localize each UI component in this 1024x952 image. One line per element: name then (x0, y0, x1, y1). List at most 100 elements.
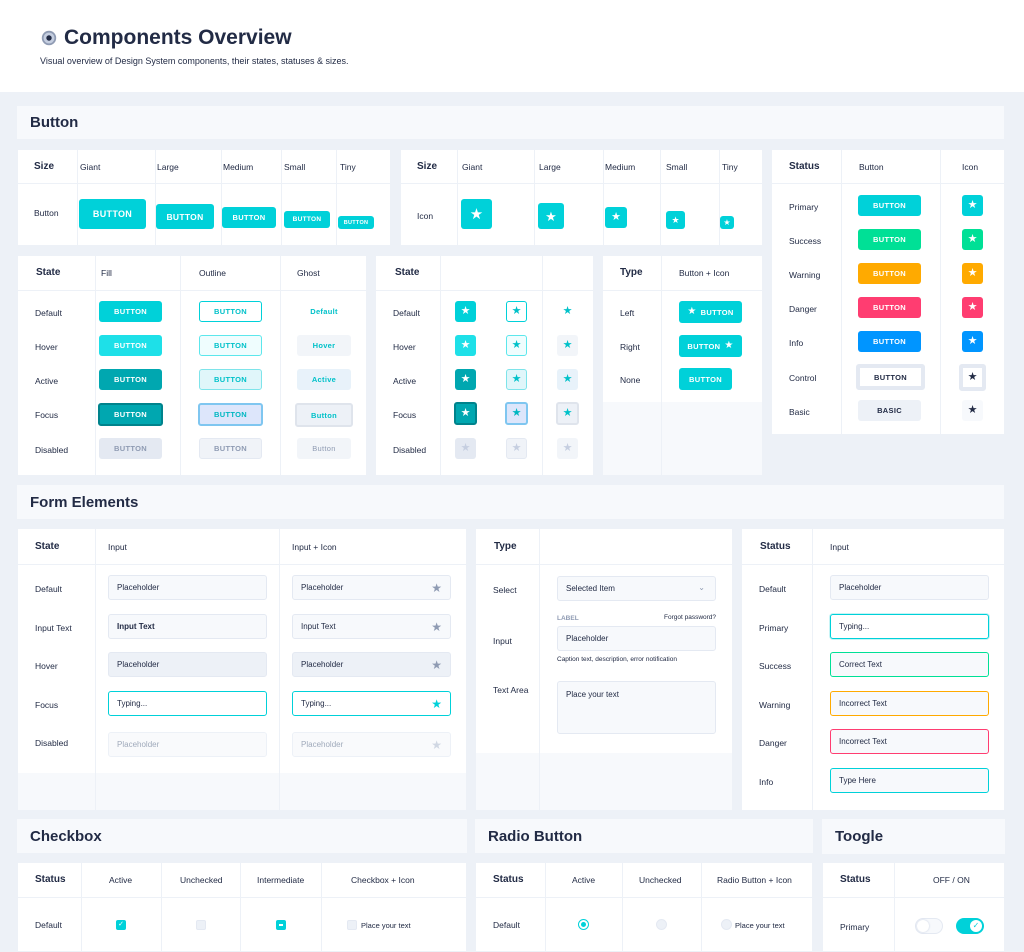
fill-disabled-button[interactable]: BUTTON (99, 438, 162, 459)
input-text[interactable]: Input Text (108, 614, 267, 639)
row-button: Button (34, 208, 59, 218)
icon-outline-hover[interactable]: ★ (506, 335, 527, 356)
select-dropdown[interactable]: Selected Item ⌄ (557, 576, 716, 601)
button-small[interactable]: BUTTON (284, 211, 330, 228)
info-button[interactable]: BUTTON (858, 331, 921, 352)
outline-active-button[interactable]: BUTTON (199, 369, 262, 390)
row-default: Default (35, 308, 62, 318)
input-icon-default[interactable]: Placeholder ★ (292, 575, 451, 600)
ghost-active-button[interactable]: Active (297, 369, 351, 390)
form-state-head: State (35, 541, 60, 552)
info-icon-button[interactable]: ★ (962, 331, 983, 352)
check-icon: ✓ (970, 920, 982, 932)
icon-fill-active[interactable]: ★ (455, 369, 476, 390)
button-no-icon[interactable]: BUTTON (679, 368, 732, 390)
icon-ghost-hover[interactable]: ★ (557, 335, 578, 356)
danger-icon-button[interactable]: ★ (962, 297, 983, 318)
row-right: Right (620, 342, 640, 352)
icon-fill-default[interactable]: ★ (455, 301, 476, 322)
ghost-disabled-button[interactable]: Button (297, 438, 351, 459)
form-row-focus: Focus (35, 700, 59, 710)
input-icon-text[interactable]: Input Text ★ (292, 614, 451, 639)
forgot-password-link[interactable]: Forgot password? (664, 614, 717, 621)
ghost-focus-button[interactable]: Button (295, 403, 353, 427)
primary-icon-button[interactable]: ★ (962, 195, 983, 216)
input-hover[interactable]: Placeholder (108, 652, 267, 677)
control-button[interactable]: BUTTON (856, 364, 925, 390)
checkbox-unchecked[interactable] (196, 920, 206, 930)
status-input-success[interactable]: Correct Text (830, 652, 989, 677)
icon-button-tiny[interactable]: ★ (720, 216, 734, 229)
radio-card: Status Active Unchecked Radio Button + I… (475, 862, 813, 952)
button-giant[interactable]: BUTTON (79, 199, 146, 229)
icon-outline-default[interactable]: ★ (506, 301, 527, 322)
icon-fill-focus[interactable]: ★ (454, 402, 477, 425)
ghost-hover-button[interactable]: Hover (297, 335, 351, 356)
icon-button-small[interactable]: ★ (666, 211, 685, 229)
labeled-input[interactable]: Placeholder (557, 626, 716, 651)
fill-focus-button[interactable]: BUTTON (98, 403, 163, 426)
input-default[interactable]: Placeholder (108, 575, 267, 600)
outline-disabled-button[interactable]: BUTTON (199, 438, 262, 459)
col-icon: Icon (962, 162, 979, 172)
icon-fill-hover[interactable]: ★ (455, 335, 476, 356)
warning-icon-button[interactable]: ★ (962, 263, 983, 284)
icon-button-giant[interactable]: ★ (461, 199, 492, 229)
button-large[interactable]: BUTTON (156, 204, 214, 229)
icon-ghost-focus[interactable]: ★ (556, 402, 579, 425)
success-icon-button[interactable]: ★ (962, 229, 983, 250)
input-disabled[interactable]: Placeholder (108, 732, 267, 757)
status-input-warning[interactable]: Incorrect Text (830, 691, 989, 716)
success-button[interactable]: BUTTON (858, 229, 921, 250)
outline-focus-button[interactable]: BUTTON (198, 403, 263, 426)
fill-active-button[interactable]: BUTTON (99, 369, 162, 390)
icon-ghost-active[interactable]: ★ (557, 369, 578, 390)
radio-active[interactable] (578, 919, 589, 930)
fill-default-button[interactable]: BUTTON (99, 301, 162, 322)
icon-outline-active[interactable]: ★ (506, 369, 527, 390)
input-state-card: State Input Input + Icon Default Input T… (17, 528, 467, 811)
icon-outline-focus[interactable]: ★ (505, 402, 528, 425)
basic-icon-button[interactable]: ★ (962, 400, 983, 421)
checkbox-intermediate[interactable] (276, 920, 286, 930)
input-focus[interactable]: Typing... (108, 691, 267, 716)
icon-outline-disabled[interactable]: ★ (506, 438, 527, 459)
icon-ghost-default[interactable]: ★ (557, 301, 578, 322)
input-icon-focus[interactable]: Typing... ★ (292, 691, 451, 716)
danger-button[interactable]: BUTTON (858, 297, 921, 318)
col-tiny: Tiny (340, 162, 356, 172)
status-input-default[interactable]: Placeholder (830, 575, 989, 600)
icon-button-medium[interactable]: ★ (605, 207, 627, 228)
text-area[interactable]: Place your text (557, 681, 716, 734)
button-medium[interactable]: BUTTON (222, 207, 276, 228)
toggle-on[interactable]: ✓ (956, 918, 984, 934)
icon-ghost-disabled[interactable]: ★ (557, 438, 578, 459)
radio-with-label[interactable] (721, 919, 732, 930)
row-info: Info (789, 338, 804, 348)
ghost-default-button[interactable]: Default (297, 301, 351, 322)
input-icon-disabled[interactable]: Placeholder ★ (292, 732, 451, 757)
checkbox-row-default: Default (35, 920, 62, 930)
primary-button[interactable]: BUTTON (858, 195, 921, 216)
status-input-primary[interactable]: Typing... (830, 614, 989, 639)
control-icon-button[interactable]: ★ (959, 364, 986, 391)
button-tiny[interactable]: BUTTON (338, 216, 374, 229)
checkbox-with-label[interactable] (347, 920, 357, 930)
radio-unchecked[interactable] (656, 919, 667, 930)
outline-hover-button[interactable]: BUTTON (199, 335, 262, 356)
basic-button[interactable]: BASIC (858, 400, 921, 421)
icon-button-large[interactable]: ★ (538, 203, 564, 229)
button-icon-right[interactable]: BUTTON ★ (679, 335, 742, 357)
icon-fill-disabled[interactable]: ★ (455, 438, 476, 459)
status-input-info[interactable]: Type Here (830, 768, 989, 793)
outline-default-button[interactable]: BUTTON (199, 301, 262, 322)
checkbox-active[interactable]: ✓ (116, 920, 126, 930)
warning-button[interactable]: BUTTON (858, 263, 921, 284)
status-input-danger[interactable]: Incorrect Text (830, 729, 989, 754)
toggle-off[interactable] (915, 918, 943, 934)
star-icon: ★ (431, 658, 442, 672)
input-icon-hover[interactable]: Placeholder ★ (292, 652, 451, 677)
button-icon-left[interactable]: ★ BUTTON (679, 301, 742, 323)
fill-hover-button[interactable]: BUTTON (99, 335, 162, 356)
col-large-2: Large (539, 162, 561, 172)
